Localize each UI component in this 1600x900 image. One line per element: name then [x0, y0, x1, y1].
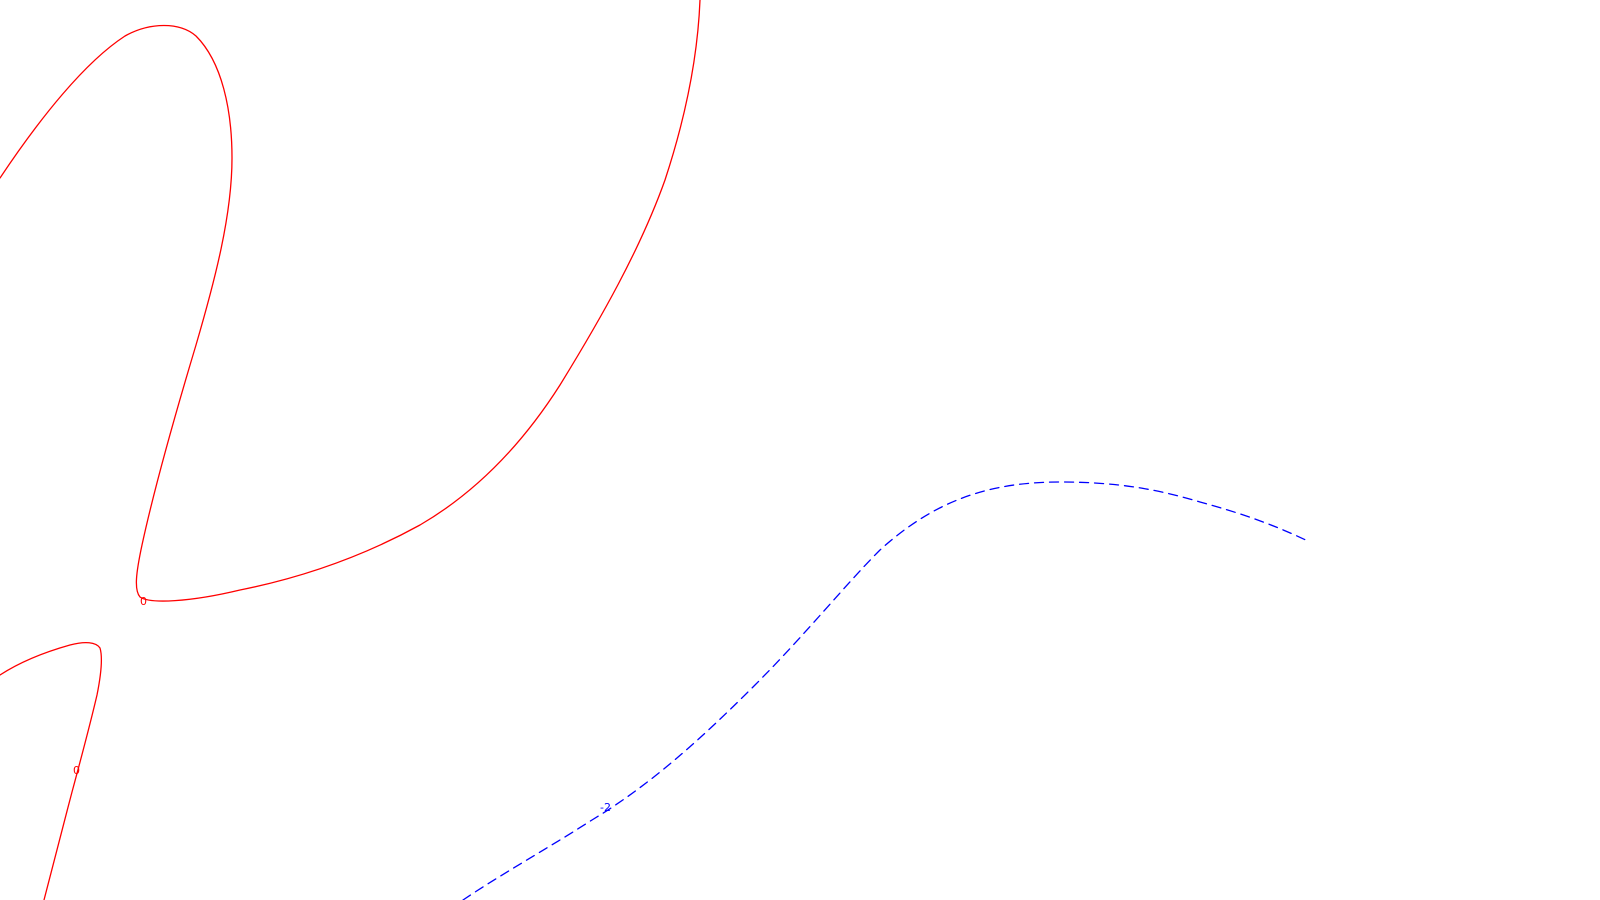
contour-label-negative-two: -2 — [600, 801, 611, 814]
contour-line-negative-two — [462, 481, 1311, 900]
contour-line-zero-main — [0, 0, 701, 602]
contour-label-zero-main: 0 — [140, 595, 147, 608]
contour-label-zero-lower: 0 — [73, 764, 80, 777]
contour-line-zero-lower — [0, 641, 103, 900]
